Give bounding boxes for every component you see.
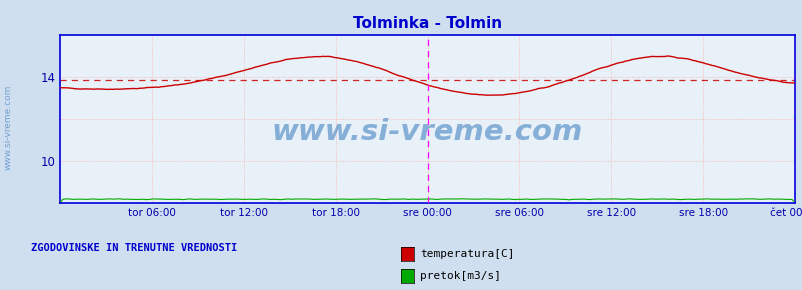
Text: www.si-vreme.com: www.si-vreme.com xyxy=(3,85,13,170)
Title: Tolminka - Tolmin: Tolminka - Tolmin xyxy=(353,16,501,31)
Text: ZGODOVINSKE IN TRENUTNE VREDNOSTI: ZGODOVINSKE IN TRENUTNE VREDNOSTI xyxy=(30,243,237,253)
Text: www.si-vreme.com: www.si-vreme.com xyxy=(272,118,582,146)
Text: temperatura[C]: temperatura[C] xyxy=(419,249,514,259)
Text: pretok[m3/s]: pretok[m3/s] xyxy=(419,271,500,281)
